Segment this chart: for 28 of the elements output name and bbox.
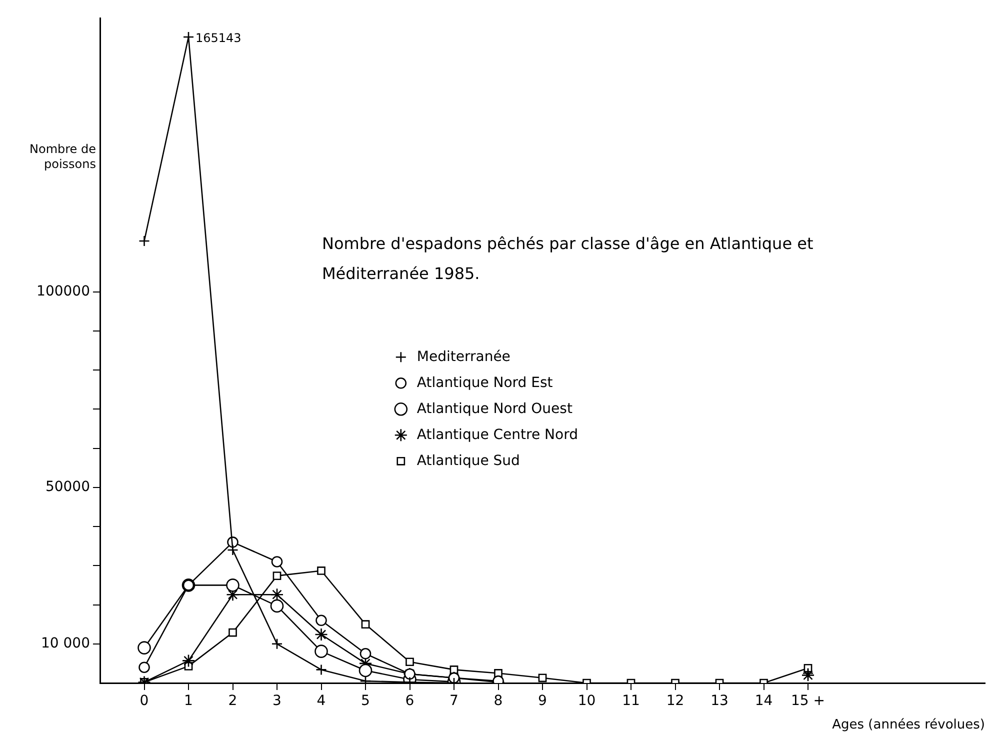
x-tick-label: 11 (622, 693, 640, 710)
x-tick-label: 10 (578, 693, 596, 710)
x-axis-title: Ages (années révolues) (832, 717, 985, 732)
x-tick-label: 3 (272, 693, 282, 710)
y-tick-label: 50000 (45, 479, 90, 496)
x-tick-label: 13 (710, 693, 728, 710)
x-tick-label: 5 (361, 693, 370, 710)
x-tick-label: 15 + (791, 693, 825, 710)
x-tick-label: 7 (450, 693, 458, 710)
y-tick-label: 100000 (36, 283, 90, 300)
x-tick-label: 6 (405, 693, 414, 710)
text: Nombre d'espadons pêchés par classe d'âge en Atlantique et Méditerranée 1985. (322, 234, 814, 284)
y-tick-label: 10 000 (41, 636, 90, 652)
legend-label: Atlantique Nord Ouest (416, 400, 573, 417)
x-tick-label: 12 (666, 693, 684, 710)
y-axis-title: Nombre de poissons (30, 142, 96, 172)
x-tick-label: 14 (754, 693, 773, 710)
x-tick-label: 4 (316, 693, 326, 710)
legend-label: Mediterranée (416, 348, 510, 365)
legend-label: Atlantique Centre Nord (416, 426, 578, 443)
legend-label: Atlantique Sud (416, 452, 520, 469)
data-label: 165143 (196, 31, 242, 46)
x-tick-label: 1 (184, 693, 193, 710)
x-tick-label: 2 (228, 693, 238, 710)
x-tick-label: 9 (538, 693, 547, 710)
x-tick-label: 8 (494, 693, 503, 710)
x-tick-label: 0 (140, 693, 149, 710)
legend-label: Atlantique Nord Est (416, 374, 554, 391)
